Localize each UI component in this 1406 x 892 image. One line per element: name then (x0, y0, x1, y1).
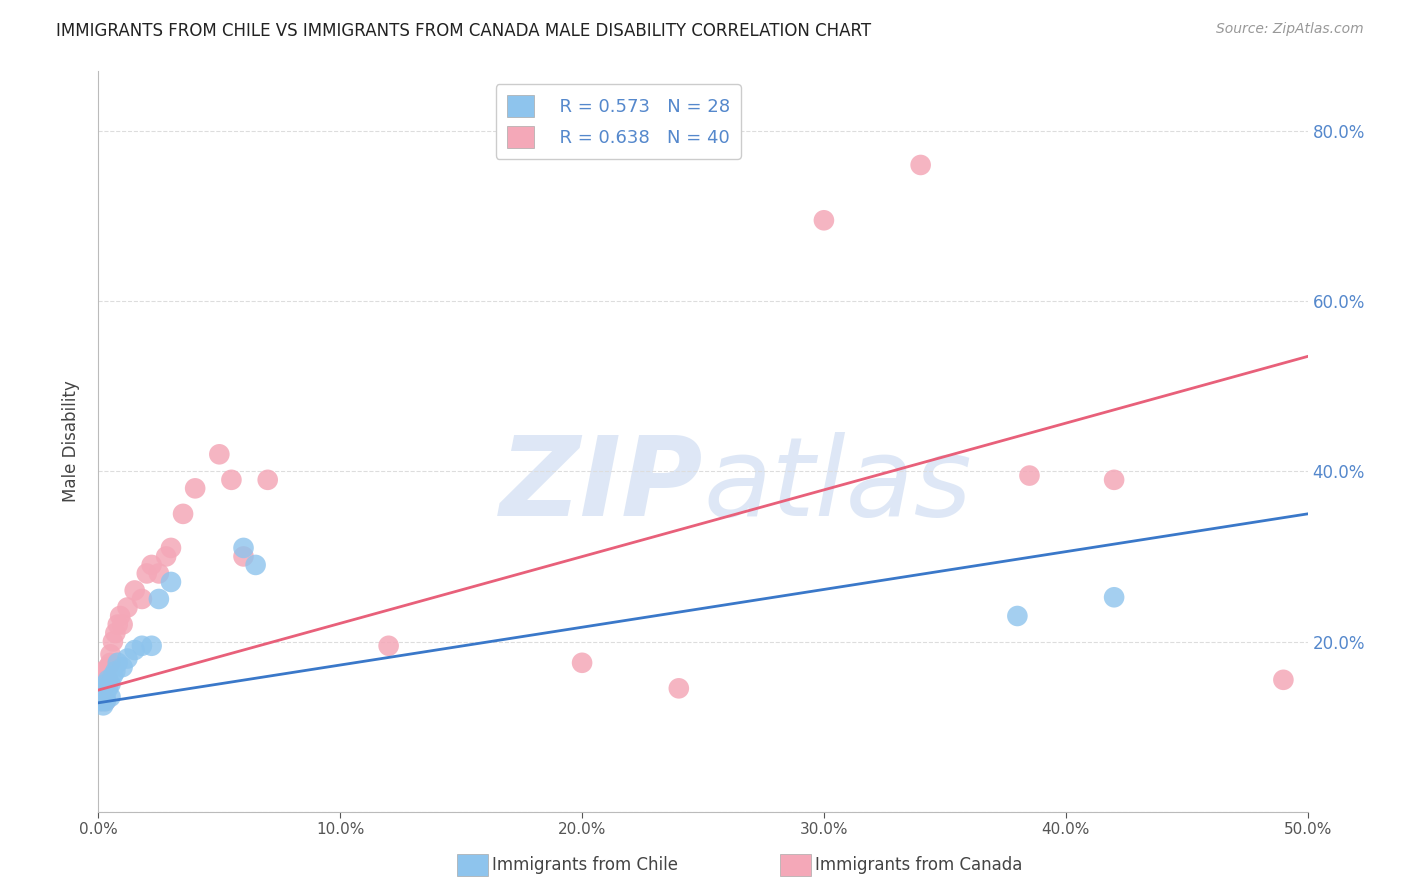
Point (124, 583, 146, 598)
Point (124, 643, 146, 657)
Text: ZIP: ZIP (499, 433, 703, 540)
Point (107, 617, 129, 632)
Point (141, 639, 163, 653)
Point (107, 656, 129, 670)
Point (377, 639, 399, 653)
Point (94, 665, 117, 679)
Point (135, 566, 157, 581)
Legend:   R = 0.573   N = 28,   R = 0.638   N = 40: R = 0.573 N = 28, R = 0.638 N = 40 (496, 84, 741, 159)
Point (94, 690, 117, 704)
Point (111, 660, 134, 674)
Point (94, 677, 117, 691)
Point (117, 651, 139, 665)
Text: Source: ZipAtlas.com: Source: ZipAtlas.com (1216, 22, 1364, 37)
Point (1007, 609, 1029, 624)
Point (232, 541, 254, 555)
Point (160, 541, 183, 555)
Point (1018, 468, 1040, 483)
Point (256, 473, 278, 487)
Point (131, 639, 153, 653)
Point (97, 673, 120, 687)
Text: atlas: atlas (703, 433, 972, 540)
Text: Immigrants from Canada: Immigrants from Canada (815, 856, 1022, 874)
Point (148, 591, 170, 606)
Point (141, 558, 163, 572)
Point (100, 690, 122, 704)
Point (91, 673, 114, 687)
Point (91, 694, 114, 708)
Point (90, 694, 112, 708)
Point (1102, 473, 1125, 487)
Point (90, 694, 112, 708)
Point (155, 549, 177, 564)
Point (91, 665, 114, 679)
Point (90, 690, 112, 704)
Point (97, 681, 120, 696)
Point (813, 213, 835, 227)
Point (101, 634, 124, 648)
Point (91, 681, 114, 696)
Point (910, 158, 932, 172)
Point (101, 668, 124, 682)
Point (90, 685, 112, 699)
Point (208, 447, 231, 461)
Point (111, 617, 134, 632)
Point (91, 698, 114, 713)
Point (94, 677, 117, 691)
Point (245, 558, 267, 572)
Point (131, 591, 153, 606)
Point (571, 656, 593, 670)
Point (1102, 591, 1125, 605)
Point (148, 566, 170, 581)
Point (1272, 673, 1295, 687)
Point (90, 685, 112, 699)
Point (91, 681, 114, 696)
Point (97, 660, 120, 674)
Point (100, 648, 122, 662)
Point (104, 626, 127, 640)
Point (91, 685, 114, 699)
Point (232, 549, 254, 564)
Text: IMMIGRANTS FROM CHILE VS IMMIGRANTS FROM CANADA MALE DISABILITY CORRELATION CHAR: IMMIGRANTS FROM CHILE VS IMMIGRANTS FROM… (56, 22, 872, 40)
Point (160, 574, 183, 589)
Point (184, 481, 207, 495)
Point (94, 694, 117, 708)
Point (117, 600, 139, 615)
Point (172, 507, 194, 521)
Y-axis label: Male Disability: Male Disability (62, 381, 80, 502)
Point (668, 681, 690, 696)
Point (97, 673, 120, 687)
Point (221, 473, 243, 487)
Point (100, 656, 122, 670)
Text: Immigrants from Chile: Immigrants from Chile (492, 856, 678, 874)
Point (100, 677, 122, 691)
Point (94, 694, 117, 708)
Point (90, 677, 112, 691)
Point (108, 609, 131, 624)
Point (104, 665, 127, 679)
